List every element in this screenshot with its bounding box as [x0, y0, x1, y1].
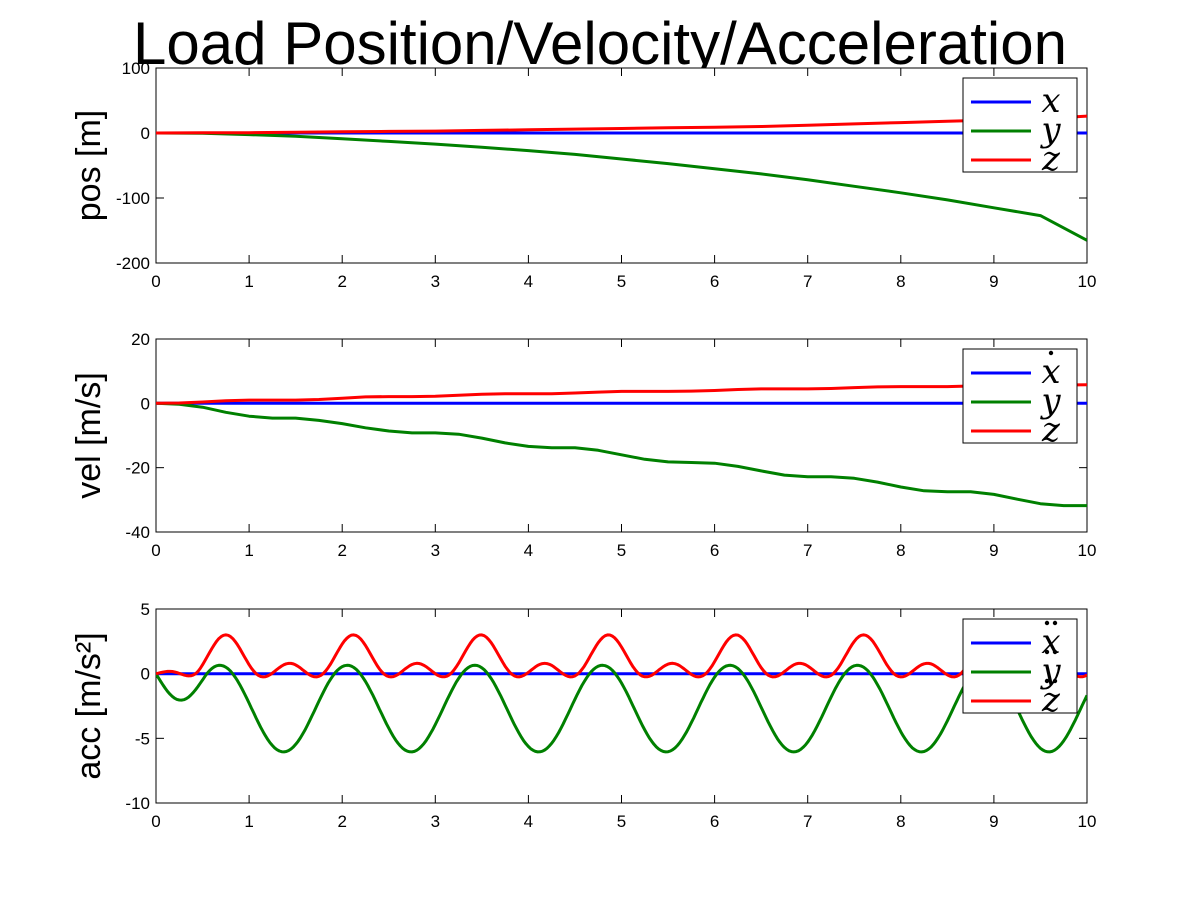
y-tick-label: 0	[141, 394, 150, 413]
legend-derivative-dot	[1052, 649, 1058, 655]
y-tick-label: 100	[122, 59, 150, 78]
x-tick-label: 5	[617, 541, 626, 560]
x-tick-label: 8	[896, 812, 905, 831]
y-tick-label: 0	[141, 665, 150, 684]
y-tick-label: -5	[135, 729, 150, 748]
x-tick-label: 9	[989, 272, 998, 291]
legend-label-y: y	[1039, 381, 1061, 421]
series-line-y	[156, 663, 1087, 754]
x-tick-label: 7	[803, 541, 812, 560]
x-tick-label: 0	[151, 812, 160, 831]
y-tick-label: -100	[116, 189, 150, 208]
subplot-2: 0 1 2 3 4 5 6 7 8 9 10 -40 -20 0 20 vel [m/s] xyz	[70, 330, 1096, 560]
x-tick-label: 2	[337, 812, 346, 831]
series-line-y	[156, 401, 1087, 508]
figure-title: Load Position/Velocity/Acceleration	[133, 10, 1067, 77]
x-tick-label: 1	[244, 812, 253, 831]
legend-derivative-dot	[1044, 678, 1050, 684]
x-tick-label: 0	[151, 272, 160, 291]
x-tick-label: 9	[989, 541, 998, 560]
axes-box	[155, 338, 1088, 533]
series-line-y	[156, 131, 1087, 242]
legend-label-z: z	[1041, 410, 1061, 450]
legend: xyz	[962, 348, 1078, 450]
legend-label-z: z	[1041, 680, 1061, 720]
y-tick-label: -10	[125, 794, 150, 813]
x-tick-label: 7	[803, 272, 812, 291]
subplot-1: 0 1 2 3 4 5 6 7 8 9 10 -200 -100 0 100 pos [m] xyz	[70, 59, 1096, 291]
x-tick-label: 8	[896, 541, 905, 560]
x-tick-label: 3	[431, 812, 440, 831]
legend: xyz	[962, 77, 1078, 179]
series-line-z	[156, 114, 1087, 135]
series-group	[156, 383, 1087, 508]
legend-derivative-dot	[1048, 350, 1054, 356]
x-tick-label: 3	[431, 541, 440, 560]
x-tick-label: 1	[244, 272, 253, 291]
series-group	[156, 114, 1087, 242]
legend-box	[962, 618, 1078, 714]
x-tick-label: 4	[524, 541, 533, 560]
subplot-3: 0 1 2 3 4 5 6 7 8 9 10 -10 -5 0 5 acc [m/s²] xyz	[70, 600, 1096, 831]
y-tick-label: -20	[125, 459, 150, 478]
legend: xyz	[962, 618, 1078, 720]
x-tick-label: 10	[1078, 812, 1097, 831]
x-tick-label: 10	[1078, 272, 1097, 291]
legend-box	[962, 348, 1078, 444]
x-tick-label: 10	[1078, 541, 1097, 560]
y-axis-label: vel [m/s]	[70, 372, 108, 499]
series-line-z	[156, 383, 1087, 405]
y-tick-label: -40	[125, 523, 150, 542]
y-axis-label: acc [m/s²]	[70, 632, 108, 779]
legend-derivative-dot	[1052, 620, 1058, 626]
x-tick-label: 0	[151, 541, 160, 560]
x-tick-label: 8	[896, 272, 905, 291]
y-tick-label: 5	[141, 600, 150, 619]
legend-derivative-dot	[1044, 620, 1050, 626]
x-tick-label: 9	[989, 812, 998, 831]
series-group	[156, 633, 1087, 754]
legend-label-x: x	[1041, 81, 1060, 121]
x-tick-label: 6	[710, 812, 719, 831]
x-tick-label: 5	[617, 272, 626, 291]
axes-box	[155, 67, 1088, 264]
y-tick-label: 0	[141, 124, 150, 143]
x-tick-label: 2	[337, 541, 346, 560]
legend-label-x: x	[1041, 352, 1060, 392]
x-tick-label: 3	[431, 272, 440, 291]
legend-derivative-dot	[1052, 678, 1058, 684]
y-tick-label: -200	[116, 254, 150, 273]
series-line-z	[156, 633, 1087, 679]
axes-box	[155, 608, 1088, 804]
legend-box	[962, 77, 1078, 173]
x-tick-label: 4	[524, 272, 533, 291]
legend-label-y: y	[1039, 110, 1061, 150]
legend-derivative-dot	[1044, 649, 1050, 655]
x-tick-label: 2	[337, 272, 346, 291]
x-tick-label: 5	[617, 812, 626, 831]
x-tick-label: 7	[803, 812, 812, 831]
y-axis-label: pos [m]	[70, 110, 108, 221]
y-tick-label: 20	[131, 330, 150, 349]
legend-label-z: z	[1041, 139, 1061, 179]
x-tick-label: 6	[710, 272, 719, 291]
x-tick-label: 6	[710, 541, 719, 560]
x-tick-label: 4	[524, 812, 533, 831]
x-tick-label: 1	[244, 541, 253, 560]
